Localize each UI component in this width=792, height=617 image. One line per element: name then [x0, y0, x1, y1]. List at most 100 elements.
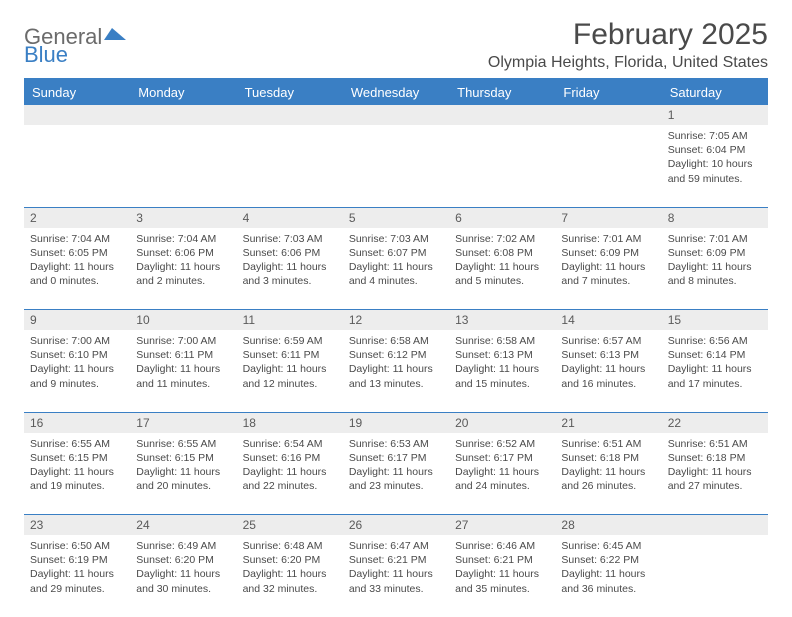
sun-data-line: and 22 minutes. — [243, 479, 337, 493]
sun-data-line: Daylight: 10 hours — [668, 157, 762, 171]
day-detail-cell: Sunrise: 7:01 AMSunset: 6:09 PMDaylight:… — [662, 228, 768, 310]
title-block: February 2025 Olympia Heights, Florida, … — [488, 18, 768, 72]
day-number-cell: 20 — [449, 412, 555, 433]
sun-data-line: Daylight: 11 hours — [30, 465, 124, 479]
sun-data-line: Sunset: 6:14 PM — [668, 348, 762, 362]
sun-data-line: and 23 minutes. — [349, 479, 443, 493]
sun-data-line: Sunrise: 6:55 AM — [136, 437, 230, 451]
logo-sub: Blue — [24, 42, 68, 68]
day-number-cell: 17 — [130, 412, 236, 433]
day-detail-cell — [662, 535, 768, 617]
sun-data-line: and 4 minutes. — [349, 274, 443, 288]
day-number-cell: 18 — [237, 412, 343, 433]
sun-data-line: Daylight: 11 hours — [349, 465, 443, 479]
day-number-cell: 8 — [662, 207, 768, 228]
day-detail-cell: Sunrise: 6:53 AMSunset: 6:17 PMDaylight:… — [343, 433, 449, 515]
day-number-cell: 10 — [130, 310, 236, 331]
day-detail-cell: Sunrise: 6:47 AMSunset: 6:21 PMDaylight:… — [343, 535, 449, 617]
day-detail-cell: Sunrise: 7:02 AMSunset: 6:08 PMDaylight:… — [449, 228, 555, 310]
page-title: February 2025 — [488, 18, 768, 52]
sun-data-line: Sunrise: 6:59 AM — [243, 334, 337, 348]
sun-data-line: and 33 minutes. — [349, 582, 443, 596]
day-number-row: 9101112131415 — [24, 310, 768, 331]
sun-data-line: Sunset: 6:17 PM — [349, 451, 443, 465]
sun-data-line: Sunset: 6:11 PM — [243, 348, 337, 362]
sun-data-line: Sunrise: 6:48 AM — [243, 539, 337, 553]
sun-data-line: Daylight: 11 hours — [243, 465, 337, 479]
sun-data-line: Daylight: 11 hours — [349, 260, 443, 274]
sun-data-line: Sunrise: 6:51 AM — [561, 437, 655, 451]
sun-data-line: Sunset: 6:12 PM — [349, 348, 443, 362]
sun-data-line: Daylight: 11 hours — [455, 260, 549, 274]
day-number-cell: 6 — [449, 207, 555, 228]
sun-data-line: Sunrise: 6:47 AM — [349, 539, 443, 553]
sun-data-line: and 7 minutes. — [561, 274, 655, 288]
day-number-cell: 15 — [662, 310, 768, 331]
sun-data-line: and 24 minutes. — [455, 479, 549, 493]
day-number-cell: 9 — [24, 310, 130, 331]
day-number-cell — [662, 515, 768, 536]
sun-data-line: Sunrise: 7:03 AM — [349, 232, 443, 246]
sun-data-line: and 29 minutes. — [30, 582, 124, 596]
weekday-header: Wednesday — [343, 80, 449, 105]
day-number-cell: 7 — [555, 207, 661, 228]
header: General February 2025 Olympia Heights, F… — [24, 18, 768, 72]
sun-data-line: Sunset: 6:13 PM — [455, 348, 549, 362]
day-detail-cell: Sunrise: 6:54 AMSunset: 6:16 PMDaylight:… — [237, 433, 343, 515]
sun-data-line: Sunrise: 7:01 AM — [668, 232, 762, 246]
sun-data-line: Sunset: 6:15 PM — [136, 451, 230, 465]
sun-data-line: Daylight: 11 hours — [668, 362, 762, 376]
sun-data-line: Sunset: 6:10 PM — [30, 348, 124, 362]
sun-data-line: Sunset: 6:04 PM — [668, 143, 762, 157]
sun-data-line: Sunset: 6:18 PM — [561, 451, 655, 465]
sun-data-line: Sunrise: 6:58 AM — [455, 334, 549, 348]
weekday-header: Thursday — [449, 80, 555, 105]
sun-data-line: and 27 minutes. — [668, 479, 762, 493]
sun-data-line: Sunrise: 6:56 AM — [668, 334, 762, 348]
sun-data-line: Sunset: 6:19 PM — [30, 553, 124, 567]
sun-data-line: and 32 minutes. — [243, 582, 337, 596]
sun-data-line: Sunrise: 6:46 AM — [455, 539, 549, 553]
day-number-cell: 2 — [24, 207, 130, 228]
day-number-cell — [555, 105, 661, 125]
day-detail-cell: Sunrise: 7:03 AMSunset: 6:06 PMDaylight:… — [237, 228, 343, 310]
sun-data-line: Sunrise: 7:03 AM — [243, 232, 337, 246]
sun-data-line: Sunrise: 6:58 AM — [349, 334, 443, 348]
day-number-cell: 4 — [237, 207, 343, 228]
sun-data-line: Sunrise: 6:50 AM — [30, 539, 124, 553]
sun-data-line: Sunset: 6:05 PM — [30, 246, 124, 260]
sun-data-line: and 11 minutes. — [136, 377, 230, 391]
sun-data-line: and 19 minutes. — [30, 479, 124, 493]
day-number-cell: 26 — [343, 515, 449, 536]
sun-data-line: Daylight: 11 hours — [30, 362, 124, 376]
sun-data-line: Daylight: 11 hours — [136, 260, 230, 274]
sun-data-line: and 20 minutes. — [136, 479, 230, 493]
sun-data-line: Daylight: 11 hours — [243, 260, 337, 274]
sun-data-line: Daylight: 11 hours — [30, 260, 124, 274]
day-number-cell: 19 — [343, 412, 449, 433]
sun-data-line: Sunrise: 6:52 AM — [455, 437, 549, 451]
day-detail-row: Sunrise: 7:00 AMSunset: 6:10 PMDaylight:… — [24, 330, 768, 412]
sun-data-line: Daylight: 11 hours — [455, 567, 549, 581]
sun-data-line: Sunset: 6:21 PM — [349, 553, 443, 567]
sun-data-line: Sunset: 6:20 PM — [136, 553, 230, 567]
sun-data-line: Sunrise: 6:53 AM — [349, 437, 443, 451]
sun-data-line: Sunset: 6:15 PM — [30, 451, 124, 465]
sun-data-line: Daylight: 11 hours — [136, 362, 230, 376]
day-number-cell: 25 — [237, 515, 343, 536]
day-detail-cell: Sunrise: 6:49 AMSunset: 6:20 PMDaylight:… — [130, 535, 236, 617]
day-detail-cell: Sunrise: 6:50 AMSunset: 6:19 PMDaylight:… — [24, 535, 130, 617]
weekday-header: Saturday — [662, 80, 768, 105]
sun-data-line: Sunset: 6:22 PM — [561, 553, 655, 567]
sun-data-line: Daylight: 11 hours — [561, 260, 655, 274]
day-number-cell: 27 — [449, 515, 555, 536]
sun-data-line: Daylight: 11 hours — [243, 362, 337, 376]
weekday-header: Tuesday — [237, 80, 343, 105]
sun-data-line: Sunrise: 7:05 AM — [668, 129, 762, 143]
sun-data-line: Sunset: 6:06 PM — [136, 246, 230, 260]
sun-data-line: Sunrise: 7:00 AM — [30, 334, 124, 348]
sun-data-line: and 2 minutes. — [136, 274, 230, 288]
sun-data-line: Sunrise: 6:49 AM — [136, 539, 230, 553]
sun-data-line: Sunset: 6:13 PM — [561, 348, 655, 362]
sun-data-line: Sunrise: 7:04 AM — [136, 232, 230, 246]
